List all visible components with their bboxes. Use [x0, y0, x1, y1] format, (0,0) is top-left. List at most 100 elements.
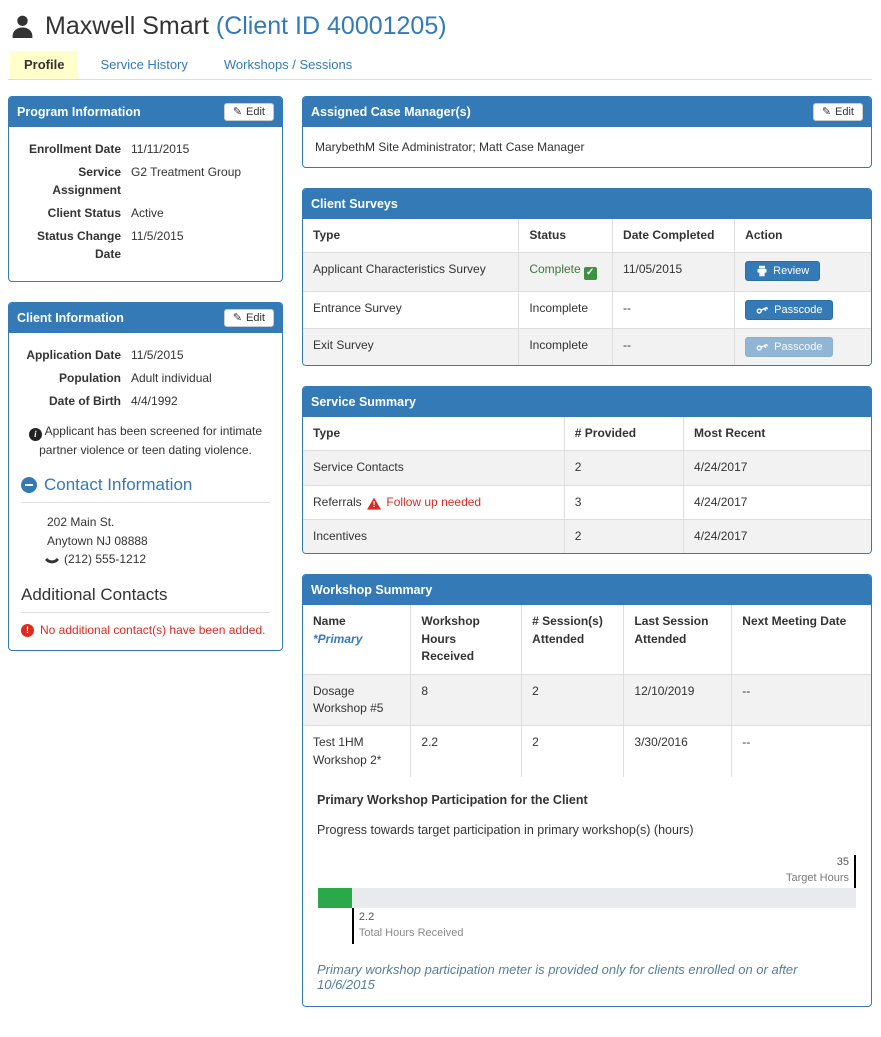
- tab-service-history[interactable]: Service History: [100, 57, 188, 72]
- no-additional-contacts-text: No additional contact(s) have been added…: [40, 623, 266, 638]
- field-value: G2 Treatment Group: [131, 165, 242, 179]
- workshop-hours: 2.2: [410, 725, 523, 778]
- service-recent: 4/24/2017: [683, 450, 871, 486]
- edit-button-label: Edit: [835, 106, 854, 118]
- field-label: Service Assignment: [52, 165, 121, 197]
- target-hours-value: 35: [836, 856, 849, 869]
- participation-meter-track: [318, 887, 856, 908]
- meter-target-block: 35 Target Hours: [318, 855, 856, 888]
- service-type: Referrals: [313, 494, 362, 509]
- survey-type: Applicant Characteristics Survey: [303, 252, 520, 292]
- field-label: Enrollment Date: [28, 142, 121, 156]
- key-icon: [755, 303, 771, 317]
- field-value: 4/4/1992: [131, 394, 178, 408]
- program-information-panel: Program Information ✎ Edit Enrollment Dat…: [8, 96, 283, 282]
- column-header-most-recent: Most Recent: [683, 416, 871, 452]
- field-population: Population Adult individual: [21, 369, 270, 387]
- workshop-name: Test 1HM Workshop 2*: [303, 725, 412, 778]
- client-information-edit-button[interactable]: ✎ Edit: [223, 309, 274, 327]
- service-recent: 4/24/2017: [683, 485, 871, 520]
- case-managers-edit-button[interactable]: ✎ Edit: [812, 103, 863, 121]
- column-header-next-meeting: Next Meeting Date: [731, 605, 871, 675]
- service-summary-header: Service Summary: [303, 386, 871, 417]
- field-label: Client Status: [47, 206, 121, 220]
- phone-number: (212) 555-1212: [64, 552, 147, 567]
- meter-received-block: 2.2 Total Hours Received: [351, 907, 856, 944]
- table-row: Dosage Workshop #5 8 2 12/10/2019 --: [303, 674, 871, 727]
- column-header-action: Action: [734, 219, 871, 254]
- service-type: Incentives: [303, 519, 565, 554]
- survey-date: --: [612, 328, 736, 365]
- column-header-sessions: # Session(s) Attended: [521, 605, 625, 675]
- participation-section: Primary Workshop Participation for the C…: [303, 777, 871, 1006]
- tab-profile[interactable]: Profile: [10, 51, 79, 79]
- client-surveys-panel: Client Surveys Type Status Date Complete…: [302, 188, 872, 366]
- total-hours-label: Total Hours Received: [358, 926, 464, 939]
- survey-type: Exit Survey: [303, 328, 520, 365]
- check-square-icon: [583, 267, 597, 281]
- no-additional-contacts-message: No additional contact(s) have been added…: [21, 623, 270, 637]
- follow-up-warning: Follow up needed: [386, 494, 482, 509]
- field-enrollment-date: Enrollment Date 11/11/2015: [21, 140, 270, 158]
- workshop-next-meeting: --: [742, 735, 751, 750]
- printer-icon: [756, 265, 768, 277]
- table-row: Entrance Survey Incomplete -- Passcode: [303, 291, 871, 329]
- service-provided: 2: [564, 519, 685, 554]
- field-service-assignment: Service Assignment G2 Treatment Group: [21, 163, 270, 199]
- field-status-change-date: Status Change Date 11/5/2015: [21, 227, 270, 263]
- screening-note: Applicant has been screened for intimate…: [23, 422, 268, 459]
- passcode-button-disabled[interactable]: Passcode: [745, 336, 834, 357]
- exclamation-circle-icon: [21, 623, 34, 637]
- survey-date: --: [612, 291, 736, 329]
- contact-information-heading[interactable]: Contact Information: [21, 475, 270, 504]
- info-circle-icon: [28, 428, 42, 442]
- column-header-name: Name *Primary: [303, 605, 412, 675]
- tab-workshops-sessions[interactable]: Workshops / Sessions: [223, 57, 353, 72]
- service-provided: 2: [564, 450, 685, 486]
- review-button-label: Review: [773, 265, 810, 278]
- program-information-header: Program Information ✎ Edit: [9, 97, 282, 127]
- address-line-1: 202 Main St.: [47, 515, 115, 530]
- case-managers-header: Assigned Case Manager(s) ✎ Edit: [303, 97, 871, 127]
- phone-icon: [44, 552, 60, 567]
- column-header-primary-note: *Primary: [313, 631, 363, 646]
- passcode-button[interactable]: Passcode: [745, 299, 834, 320]
- additional-contacts-heading: Additional Contacts: [21, 585, 270, 614]
- table-row: Service Contacts 2 4/24/2017: [303, 450, 871, 486]
- service-recent: 4/24/2017: [694, 528, 748, 543]
- column-header-date-completed: Date Completed: [612, 219, 736, 254]
- column-header-name-text: Name: [313, 614, 346, 629]
- client-id: (Client ID 40001205): [215, 12, 447, 40]
- workshop-last-session: 3/30/2016: [623, 725, 733, 778]
- column-header-provided: # Provided: [564, 416, 685, 452]
- user-icon: [10, 14, 35, 39]
- table-row: Test 1HM Workshop 2* 2.2 2 3/30/2016 --: [303, 725, 871, 778]
- service-type: Service Contacts: [303, 450, 565, 486]
- table-row: Applicant Characteristics Survey Complet…: [303, 252, 871, 292]
- table-row: Referrals Follow up needed 3 4/24/2017: [303, 485, 871, 520]
- additional-contacts-title: Additional Contacts: [21, 585, 168, 605]
- review-button[interactable]: Review: [745, 261, 821, 282]
- field-label: Population: [59, 371, 121, 385]
- passcode-button-label: Passcode: [774, 303, 823, 316]
- field-label: Application Date: [26, 348, 121, 362]
- target-hours-label: Target Hours: [786, 872, 849, 885]
- panel-title: Client Surveys: [311, 197, 398, 211]
- participation-meter: 35 Target Hours 2.2 Total Hours Received: [318, 855, 856, 944]
- case-managers-panel: Assigned Case Manager(s) ✎ Edit MarybethM…: [302, 96, 872, 168]
- client-name: Maxwell Smart: [45, 12, 209, 40]
- field-application-date: Application Date 11/5/2015: [21, 346, 270, 364]
- minus-circle-icon[interactable]: [21, 477, 37, 494]
- participation-subheading: Progress towards target participation in…: [317, 823, 694, 838]
- total-hours-value: 2.2: [358, 910, 375, 923]
- service-provided: 3: [564, 485, 685, 520]
- client-information-panel: Client Information ✎ Edit Application Dat…: [8, 302, 283, 652]
- panel-title: Service Summary: [311, 394, 416, 409]
- survey-status: Complete: [529, 262, 581, 277]
- address-block: 202 Main St. Anytown NJ 08888 (212) 555-…: [44, 513, 270, 569]
- workshop-next-meeting: --: [731, 674, 871, 727]
- program-information-edit-button[interactable]: ✎ Edit: [223, 103, 274, 121]
- pencil-icon: ✎: [232, 105, 243, 118]
- client-surveys-header: Client Surveys: [303, 189, 871, 219]
